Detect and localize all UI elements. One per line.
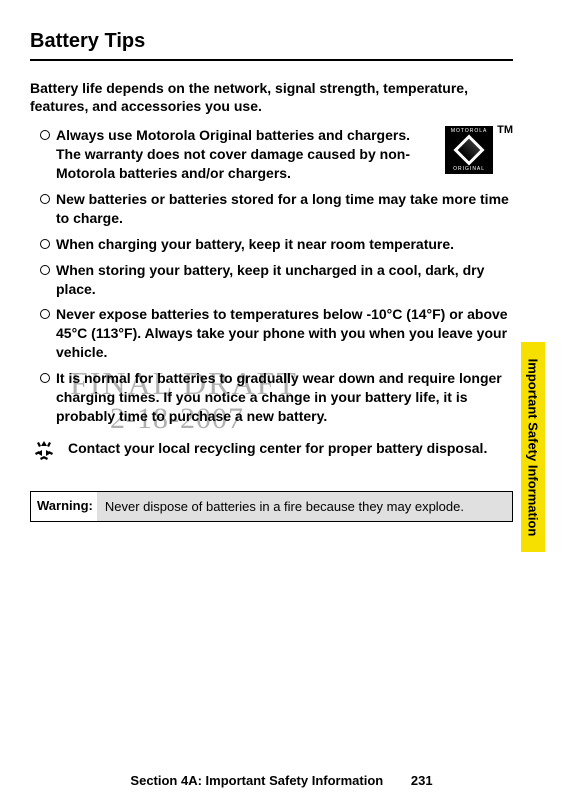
list-item: When charging your battery, keep it near… — [30, 235, 513, 254]
list-item: New batteries or batteries stored for a … — [30, 190, 513, 228]
list-item: Never expose batteries to temperatures b… — [30, 305, 513, 362]
recycle-note: Contact your local recycling center for … — [68, 439, 487, 458]
warning-label: Warning: — [31, 492, 97, 522]
title-underline — [30, 59, 513, 61]
list-item: It is normal for batteries to gradually … — [30, 369, 513, 426]
list-item: Always use Motorola Original batteries a… — [30, 126, 513, 183]
warning-text: Never dispose of batteries in a fire bec… — [97, 492, 512, 522]
warning-box: Warning: Never dispose of batteries in a… — [30, 491, 513, 523]
side-tab: Important Safety Information — [521, 342, 545, 552]
footer-section: Section 4A: Important Safety Information — [130, 773, 383, 788]
footer-page-number: 231 — [411, 773, 433, 788]
list-item: When storing your battery, keep it uncha… — [30, 261, 513, 299]
side-tab-label: Important Safety Information — [526, 358, 541, 536]
page-title: Battery Tips — [30, 30, 513, 53]
recycle-icon — [30, 439, 58, 463]
intro-text: Battery life depends on the network, sig… — [30, 79, 513, 117]
page-footer: Section 4A: Important Safety Information… — [0, 773, 563, 788]
tips-list: Always use Motorola Original batteries a… — [30, 126, 513, 425]
